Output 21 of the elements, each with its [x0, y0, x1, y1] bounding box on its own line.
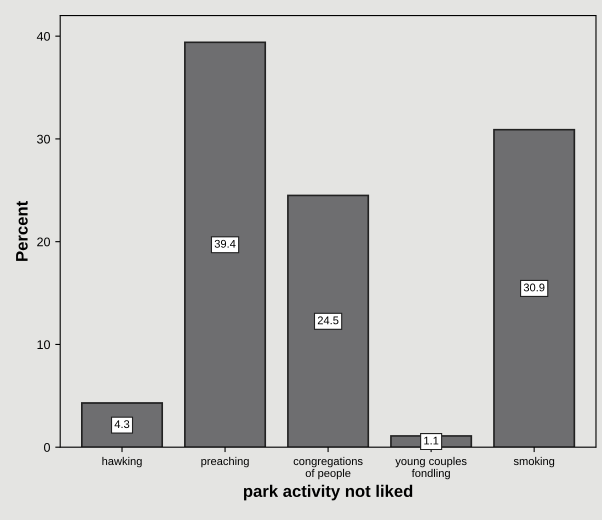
y-tick-label: 20 [37, 237, 50, 246]
data-label: 39.4 [214, 240, 236, 248]
x-tick-label: congregations of people [294, 456, 363, 480]
y-tick-label: 30 [37, 134, 50, 144]
x-tick-label: hawking [102, 456, 142, 468]
data-label: 4.3 [114, 420, 130, 428]
y-tick-label: 40 [36, 32, 50, 41]
y-tick-label: 0 [44, 443, 50, 452]
data-label: 1.1 [424, 436, 438, 444]
bar [493, 128, 576, 448]
x-tick-label: young couples fondling [395, 456, 467, 480]
data-label: 24.5 [318, 316, 338, 324]
bar [287, 194, 370, 448]
x-tick-label: preaching [201, 456, 249, 468]
data-label: 30.9 [524, 284, 544, 292]
y-axis-title: Percent [16, 201, 28, 261]
x-tick-label: smoking [514, 456, 554, 468]
y-tick-label: 10 [38, 340, 50, 350]
x-axis-title: park activity not liked [244, 484, 412, 500]
bar [81, 402, 164, 448]
bar [184, 41, 266, 448]
